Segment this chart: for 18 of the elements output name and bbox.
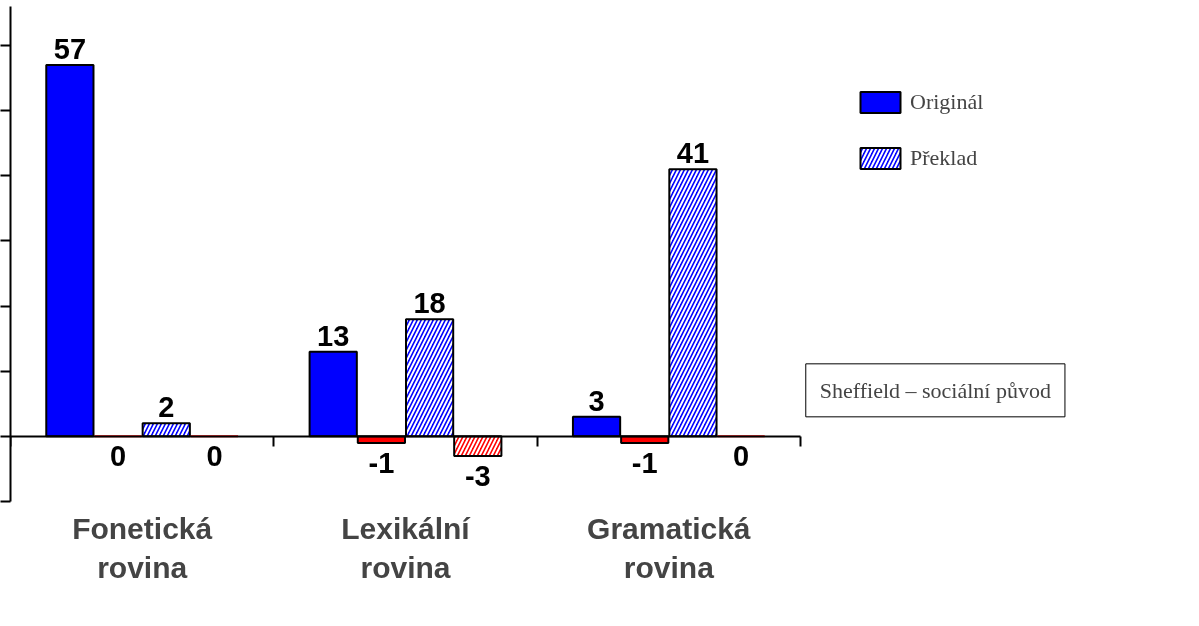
data-label: 57 <box>53 33 87 66</box>
data-label: 0 <box>110 440 127 473</box>
x-tick-label: Lexikální rovina <box>341 511 472 585</box>
legend-label: Originál <box>910 89 984 115</box>
text: Sheffield – sociální původ <box>819 377 1051 403</box>
data-label: 13 <box>317 319 350 352</box>
legend-label: Překlad <box>910 145 978 171</box>
data-label: 2 <box>158 391 175 424</box>
data-label: 41 <box>676 137 710 170</box>
data-label: -3 <box>464 459 491 492</box>
data-label: -1 <box>631 446 658 479</box>
data-label: -1 <box>368 446 395 479</box>
data-label: 0 <box>206 440 223 473</box>
data-label: 0 <box>733 440 750 473</box>
data-label: 18 <box>413 287 446 320</box>
x-tick-label: Fonetická rovina <box>72 511 213 585</box>
x-tick-label: Gramatická rovina <box>587 511 751 585</box>
data-label: 3 <box>588 384 605 417</box>
